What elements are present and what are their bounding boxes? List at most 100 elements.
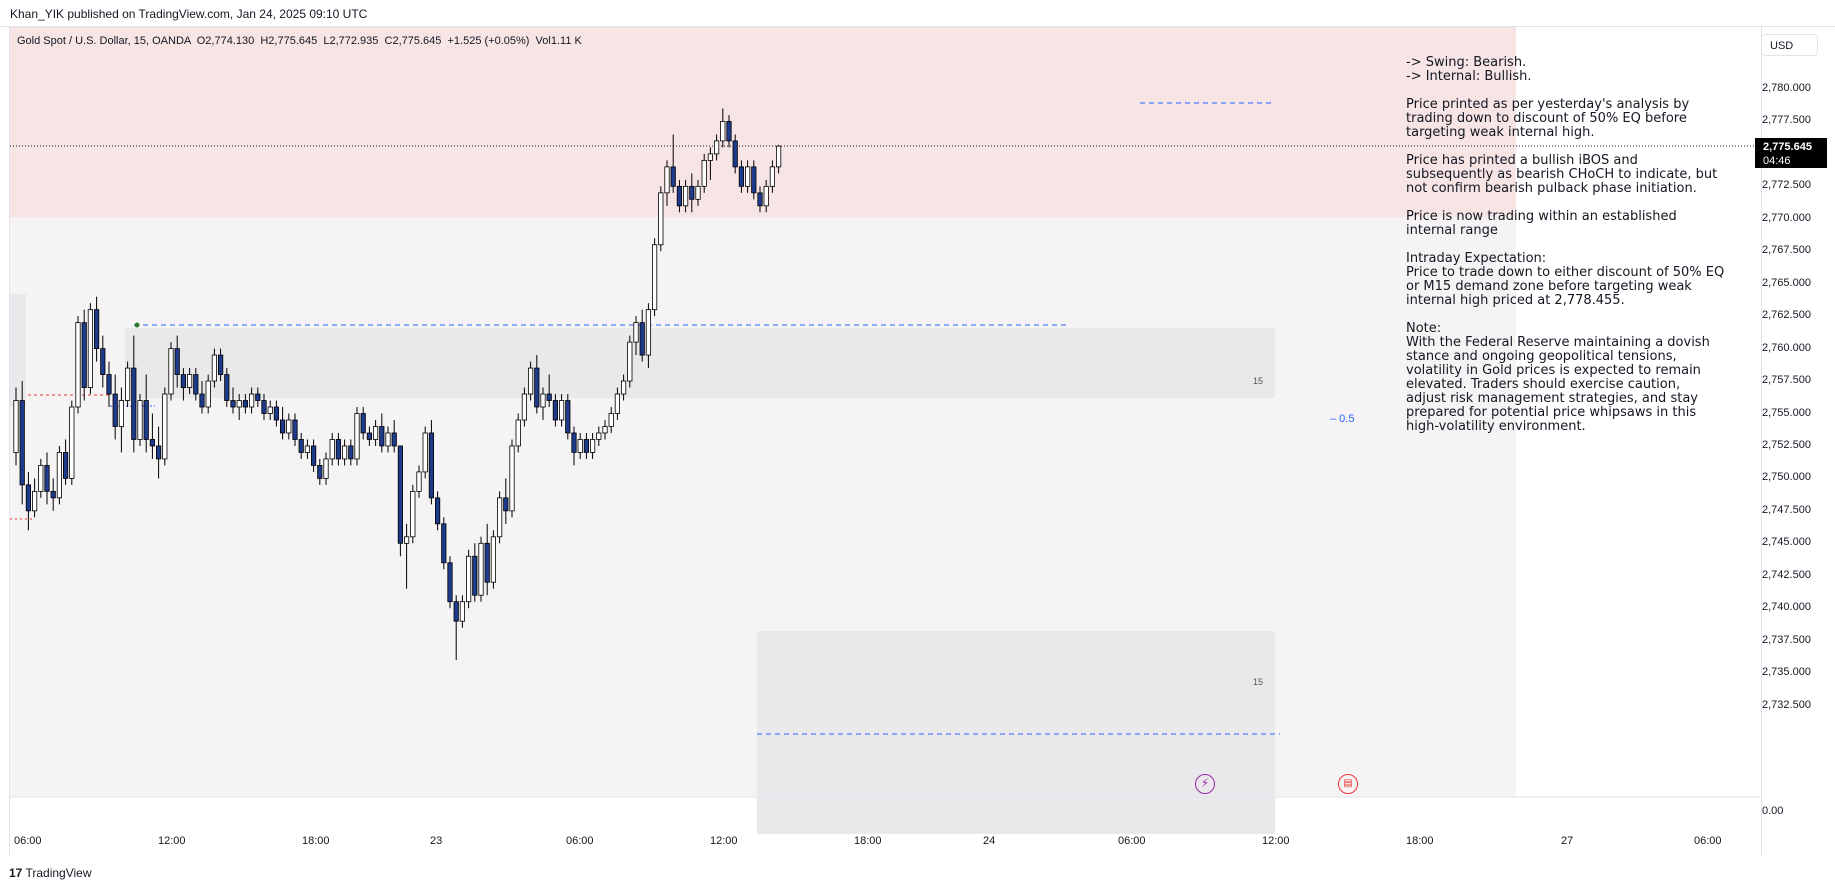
- candle-body: [422, 432, 428, 473]
- us-flag-event-icon[interactable]: ▤: [1338, 774, 1358, 794]
- left-demand-zone: [10, 294, 26, 407]
- candle-body: [131, 367, 137, 440]
- candle-body: [776, 145, 782, 168]
- time-axis-label: 06:00: [566, 835, 594, 847]
- candle-body: [670, 166, 676, 187]
- candle-body: [118, 400, 124, 427]
- candle-body: [552, 400, 559, 421]
- price-axis-label: 2,745.000: [1762, 536, 1811, 549]
- candle-body: [769, 166, 776, 187]
- fib-level-label: – 0.5: [1330, 413, 1355, 425]
- candle-body: [528, 367, 534, 395]
- tradingview-brand: TradingView: [25, 866, 92, 880]
- candle-body: [472, 555, 478, 596]
- candle-body: [689, 185, 695, 200]
- candle-body: [540, 393, 546, 408]
- candle-body: [298, 439, 304, 453]
- candle-body: [75, 322, 81, 408]
- candle-body: [137, 400, 143, 440]
- candle-body: [465, 555, 472, 603]
- price-axis-label: 2,732.500: [1762, 698, 1811, 711]
- time-axis-label: 23: [430, 835, 443, 847]
- candle-body: [496, 497, 503, 538]
- candle-body: [174, 348, 180, 375]
- candle-body: [447, 562, 453, 603]
- price-axis-label: 2,757.500: [1762, 374, 1811, 387]
- candle-body: [602, 426, 608, 434]
- candle-body: [596, 432, 602, 440]
- candle-body: [707, 153, 714, 161]
- upper-order-block-zone: [125, 328, 1275, 398]
- candle-body: [664, 166, 670, 194]
- candle-body: [652, 244, 658, 311]
- price-axis-label: 2,735.000: [1762, 666, 1811, 679]
- candle-body: [354, 413, 360, 460]
- note-intraday: Intraday Expectation: Price to trade dow…: [1406, 251, 1725, 308]
- candle-body: [242, 400, 248, 408]
- candle-body: [484, 542, 490, 583]
- note-range: Price is now trading within an establish…: [1406, 209, 1677, 238]
- time-axis-label: 12:00: [1262, 835, 1290, 847]
- candle-body: [310, 445, 317, 466]
- candle-body: [341, 445, 348, 460]
- publisher-line: Khan_YIK published on TradingView.com, J…: [10, 7, 368, 21]
- candle-body: [521, 393, 528, 421]
- candle-body: [19, 400, 25, 486]
- candle-body: [434, 497, 441, 525]
- candle-body: [236, 400, 242, 408]
- candle-body: [720, 121, 726, 142]
- candle-body: [162, 393, 168, 460]
- candle-body: [639, 322, 645, 356]
- candle-body: [732, 140, 738, 168]
- time-axis-label: 06:00: [14, 835, 42, 847]
- time-axis-label: 06:00: [1694, 835, 1722, 847]
- price-axis-label: 2,752.500: [1762, 438, 1811, 451]
- candle-body: [608, 413, 614, 427]
- note-ibos: Price has printed a bullish iBOS and sub…: [1406, 153, 1718, 196]
- candle-body: [56, 452, 63, 499]
- candle-body: [230, 400, 236, 408]
- candle-body: [515, 419, 521, 447]
- candle-body: [366, 432, 373, 440]
- candle-body: [621, 380, 627, 395]
- candle-body: [372, 426, 379, 440]
- candle-body: [658, 192, 664, 246]
- candle-body: [125, 367, 131, 401]
- price-axis-label: 0.00: [1762, 805, 1784, 817]
- time-axis-label: 24: [983, 835, 996, 847]
- note-swing: -> Swing: Bearish. -> Internal: Bullish.: [1406, 55, 1532, 84]
- candle-body: [645, 309, 652, 356]
- currency-button[interactable]: USD: [1761, 34, 1818, 56]
- lightning-event-icon[interactable]: ⚡: [1195, 774, 1215, 794]
- candle-body: [509, 445, 515, 512]
- price-axis-label: 2,767.500: [1762, 244, 1811, 257]
- publish-header: Khan_YIK published on TradingView.com, J…: [0, 0, 1835, 27]
- candle-body: [224, 374, 230, 401]
- candle-body: [348, 445, 354, 460]
- note-yesterday: Price printed as per yesterday's analysi…: [1406, 97, 1690, 140]
- candle-body: [403, 536, 410, 544]
- candle-body: [695, 185, 701, 200]
- candle-body: [385, 432, 391, 447]
- time-axis-label: 18:00: [854, 835, 882, 847]
- candle-body: [292, 419, 298, 440]
- candle-body: [143, 400, 149, 440]
- price-axis-label: 2,747.500: [1762, 503, 1811, 516]
- candle-body: [534, 367, 540, 408]
- candle-body: [757, 192, 763, 207]
- candle-body: [565, 400, 571, 434]
- tradingview-logo-icon: 17: [9, 866, 23, 880]
- candle-body: [199, 393, 205, 408]
- candle-body: [50, 490, 56, 499]
- candle-body: [267, 406, 273, 414]
- candle-body: [379, 426, 385, 447]
- candle-body: [478, 542, 484, 596]
- candle-body: [410, 490, 416, 538]
- candle-body: [571, 432, 577, 453]
- candle-body: [726, 121, 732, 142]
- candle-body: [683, 185, 689, 207]
- candle-body: [323, 458, 329, 479]
- price-chart[interactable]: [10, 27, 1760, 855]
- tradingview-footer: 17 TradingView: [9, 866, 92, 880]
- candle-body: [100, 348, 106, 375]
